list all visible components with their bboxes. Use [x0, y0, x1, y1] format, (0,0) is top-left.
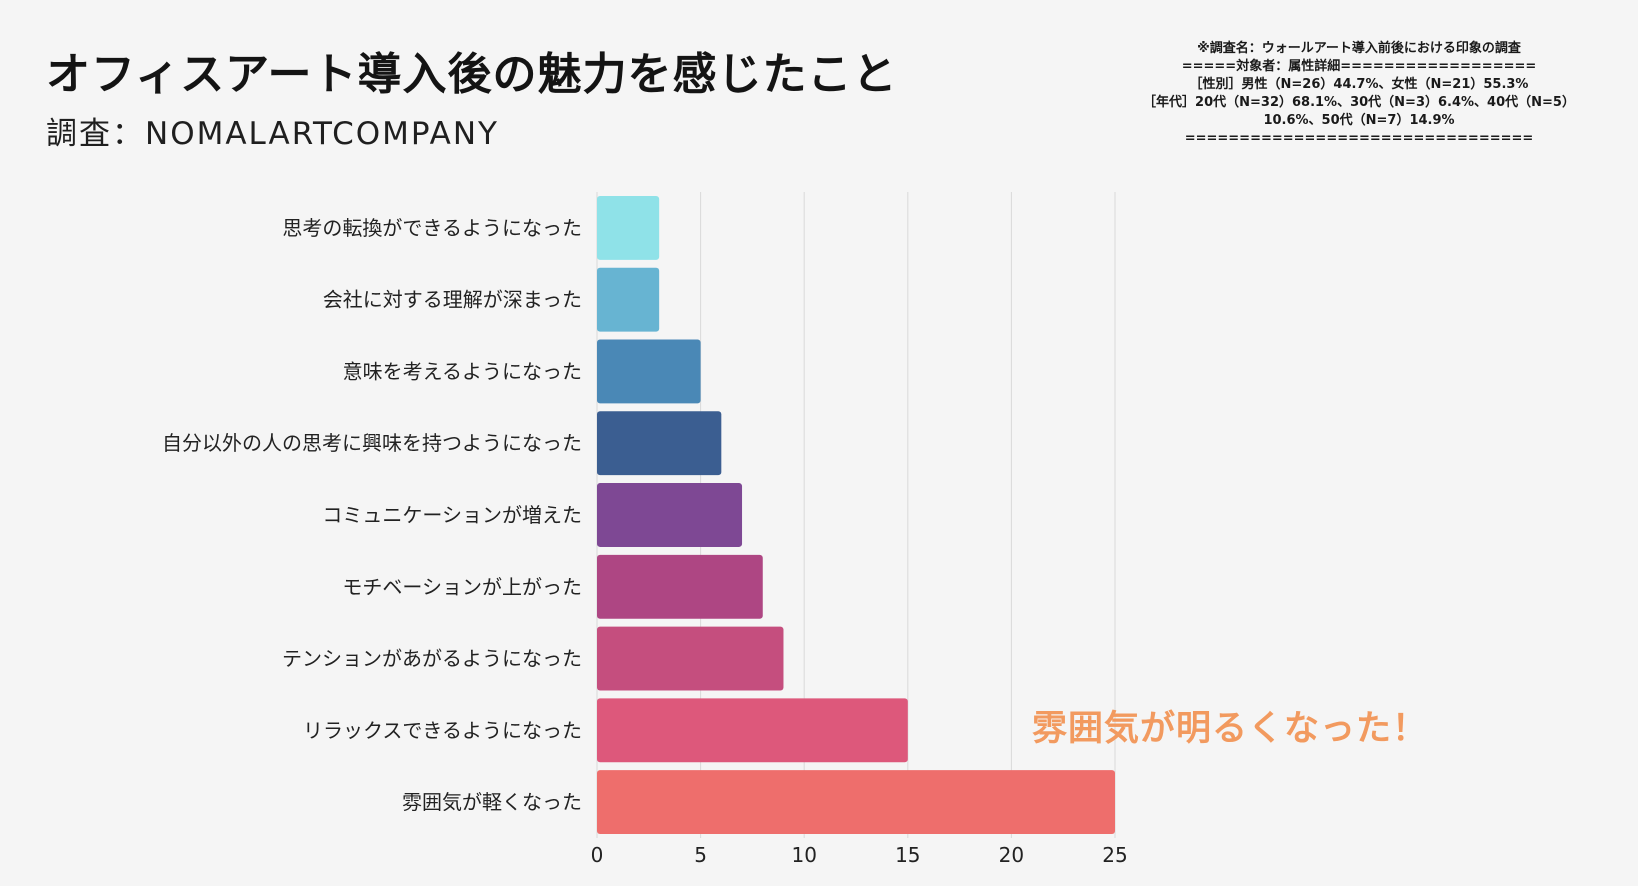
category-label: 思考の転換ができるようになった — [282, 216, 582, 240]
category-label: モチベーションが上がった — [342, 575, 582, 599]
x-tick-label: 20 — [999, 843, 1024, 867]
category-label: リラックスできるようになった — [303, 718, 582, 742]
bar — [597, 770, 1115, 835]
x-tick-label: 5 — [694, 843, 707, 867]
chart-subtitle: 調査：NOMALARTCOMPANY — [46, 116, 499, 152]
survey-note-line: 10.6%、50代（N=7）14.9% — [1263, 113, 1455, 128]
bar — [597, 483, 743, 547]
callout-annotation: 雰囲気が明るくなった！ — [1032, 709, 1429, 749]
survey-note: ※調査名：ウォールアート導入前後における印象の調査 =====対象者：属性詳細=… — [1128, 40, 1590, 148]
bar — [597, 339, 701, 404]
x-tick-labels: 0 5 10 15 20 25 — [591, 843, 1128, 867]
survey-note-line: ================================ — [1184, 131, 1534, 146]
category-label: コミュニケーションが増えた — [322, 503, 582, 527]
category-label: 会社に対する理解が深まった — [323, 288, 582, 312]
chart-title: オフィスアート導入後の魅力を感じたこと — [46, 49, 898, 100]
bar — [597, 267, 660, 332]
survey-note-line: ※調査名：ウォールアート導入前後における印象の調査 — [1197, 41, 1521, 56]
x-tick-label: 25 — [1102, 843, 1127, 867]
x-tick-label: 15 — [895, 843, 920, 867]
category-label: テンションがあがるようになった — [282, 647, 582, 671]
x-tick-label: 10 — [791, 843, 816, 867]
x-tick-label: 0 — [591, 843, 604, 867]
bars — [597, 195, 1115, 835]
bar — [597, 554, 763, 619]
bar — [597, 626, 784, 691]
category-labels: 思考の転換ができるようになった会社に対する理解が深まった意味を考えるようになった… — [162, 216, 582, 814]
survey-note-line: =====対象者：属性詳細================== — [1181, 59, 1537, 74]
bar — [597, 195, 660, 260]
category-label: 雰囲気が軽くなった — [402, 790, 582, 814]
survey-note-line: ［年代］20代（N=32）68.1%、30代（N=3）6.4%、40代（N=5） — [1143, 95, 1575, 110]
category-label: 意味を考えるようになった — [343, 359, 582, 383]
bar — [597, 411, 722, 476]
category-label: 自分以外の人の思考に興味を持つようになった — [162, 431, 582, 455]
survey-note-line: ［性別］男性（N=26）44.7%、女性（N=21）55.3% — [1189, 77, 1529, 92]
bar — [597, 698, 908, 763]
